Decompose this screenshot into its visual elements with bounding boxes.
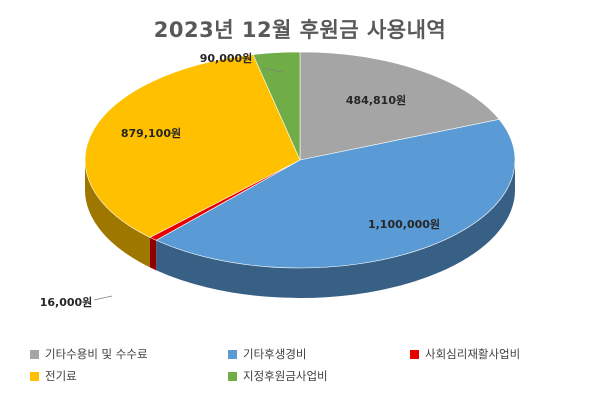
slice-기타후생경비-data-label: 1,100,000원 [368, 217, 440, 231]
legend-swatch [228, 371, 237, 381]
chart-title: 2023년 12월 후원금 사용내역 [153, 18, 447, 42]
leader-line-사회심리재활사업비 [93, 295, 113, 301]
legend-swatch [30, 371, 39, 381]
slice-labels: 484,810원 1,100,000원 16,000원 879,100원 90,000원 [40, 51, 440, 309]
legend-label: 지정후원금사업비 [243, 369, 328, 383]
slice-기타수용비-및-수수료[interactable] [299, 51, 500, 161]
pie-chart: 484,810원 1,100,000원 16,000원 879,100원 90,000원 [40, 51, 516, 309]
slice-기타후생경비-side [156, 160, 515, 299]
pie-top-faces [84, 51, 516, 269]
legend-swatch [30, 349, 39, 359]
slice-전기료[interactable] [84, 54, 301, 238]
leader-line-지정후원금사업비 [261, 67, 284, 73]
slice-전기료-side [85, 160, 150, 268]
legend-label: 기타수용비 및 수수료 [45, 347, 148, 361]
legend-item-지정후원금사업비: 지정후원금사업비 [228, 368, 328, 384]
pie-sides [85, 160, 515, 299]
slice-지정후원금사업비[interactable] [252, 51, 301, 161]
legend-item-전기료: 전기료 [30, 368, 77, 384]
legend-label: 사회심리재활사업비 [425, 347, 521, 361]
legend-swatch [410, 349, 419, 359]
slice-기타수용비-및-수수료-data-label: 484,810원 [346, 93, 406, 107]
slice-사회심리재활사업비-side [149, 237, 157, 271]
legend-swatch [228, 349, 237, 359]
legend-label: 기타후생경비 [243, 347, 307, 361]
legend-item-기타수용비-및-수수료: 기타수용비 및 수수료 [30, 346, 148, 362]
slice-전기료-data-label: 879,100원 [121, 126, 181, 140]
legend-item-기타후생경비: 기타후생경비 [228, 346, 306, 362]
slice-기타후생경비[interactable] [155, 119, 516, 269]
slice-사회심리재활사업비-data-label: 16,000원 [40, 295, 93, 309]
legend-item-사회심리재활사업비: 사회심리재활사업비 [410, 346, 520, 362]
legend-label: 전기료 [45, 369, 77, 383]
slice-지정후원금사업비-data-label: 90,000원 [200, 51, 253, 65]
